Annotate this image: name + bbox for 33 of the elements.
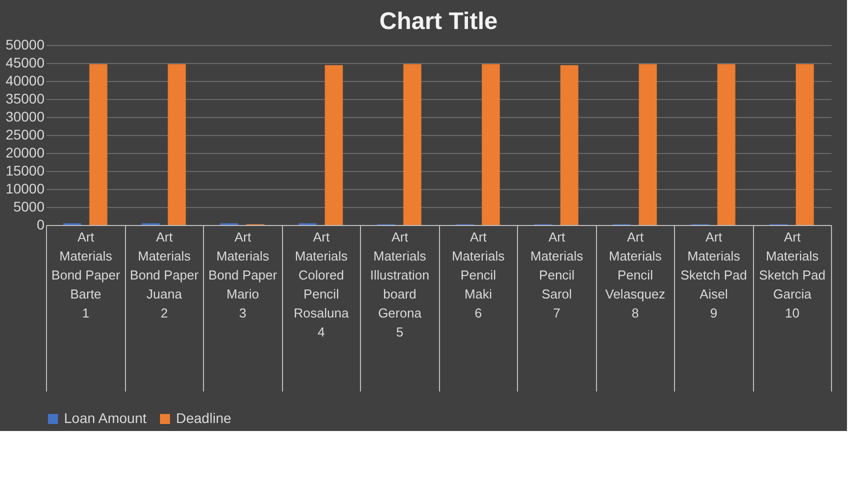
x-tick-label: Art Materials Bond Paper Mario 3 [208,230,278,320]
x-tick-label: Art Materials Illustration board Gerona 5 [370,230,430,340]
y-tick-label: 10000 [6,180,45,196]
x-tick-label: Art Materials Colored Pencil Rosaluna 4 [294,230,350,340]
bar [324,65,343,225]
legend-label: Deadline [176,410,232,426]
chart-title: Chart Title [379,8,498,35]
y-tick-label: 5000 [13,198,45,214]
y-tick-label: 25000 [6,126,45,142]
y-tick-label: 20000 [6,144,45,160]
x-tick-label: Art Materials Pencil Velasquez 8 [605,230,666,320]
x-tick-label: Art Materials Bond Paper Barte 1 [51,230,121,320]
y-tick-label: 0 [36,216,45,232]
y-tick-label: 35000 [6,90,45,106]
bar [717,64,736,225]
legend-label: Loan Amount [64,410,147,426]
bar [482,64,500,225]
x-tick-label: Art Materials Pencil Sarol 7 [530,230,584,320]
y-tick-label: 15000 [6,162,45,178]
y-tick-label: 30000 [6,108,45,124]
x-tick-label: Art Materials Sketch Pad Garcia 10 [759,230,826,320]
y-tick-label: 45000 [6,54,45,70]
bar [89,64,108,225]
bar [560,65,578,225]
y-tick-label: 50000 [6,36,45,52]
x-tick-label: Art Materials Bond Paper Juana 2 [130,230,200,320]
bar [796,64,814,225]
bar [403,64,422,225]
x-tick-label: Art Materials Sketch Pad Aisel 9 [680,230,747,320]
x-tick-label: Art Materials Pencil Maki 6 [452,230,506,320]
y-tick-label: 40000 [6,72,45,88]
bar [638,64,657,225]
bar [168,64,186,225]
